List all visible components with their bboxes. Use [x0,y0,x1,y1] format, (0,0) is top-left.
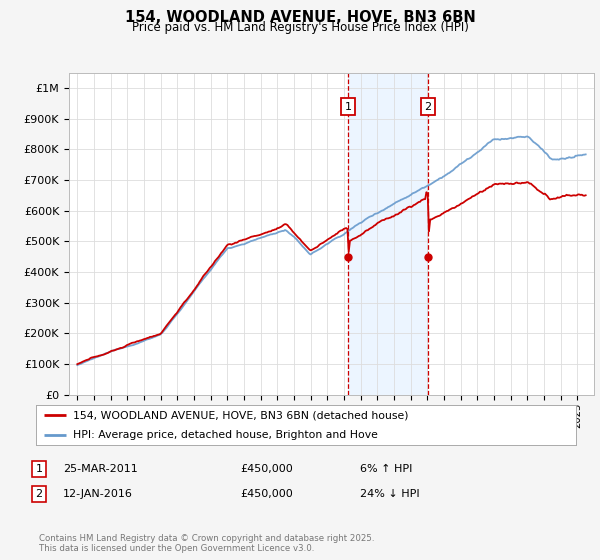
Text: HPI: Average price, detached house, Brighton and Hove: HPI: Average price, detached house, Brig… [73,430,377,440]
Text: 154, WOODLAND AVENUE, HOVE, BN3 6BN (detached house): 154, WOODLAND AVENUE, HOVE, BN3 6BN (det… [73,410,408,421]
Text: 2: 2 [424,101,431,111]
Text: 25-MAR-2011: 25-MAR-2011 [63,464,138,474]
Text: 2: 2 [35,489,43,499]
Text: 1: 1 [344,101,352,111]
Text: £450,000: £450,000 [240,489,293,499]
Text: 6% ↑ HPI: 6% ↑ HPI [360,464,412,474]
Bar [348,73,428,395]
Text: £450,000: £450,000 [240,464,293,474]
Text: 24% ↓ HPI: 24% ↓ HPI [360,489,419,499]
Text: 154, WOODLAND AVENUE, HOVE, BN3 6BN: 154, WOODLAND AVENUE, HOVE, BN3 6BN [125,10,475,25]
Text: 1: 1 [35,464,43,474]
Text: 12-JAN-2016: 12-JAN-2016 [63,489,133,499]
Text: Contains HM Land Registry data © Crown copyright and database right 2025.
This d: Contains HM Land Registry data © Crown c… [39,534,374,553]
Text: Price paid vs. HM Land Registry's House Price Index (HPI): Price paid vs. HM Land Registry's House … [131,21,469,34]
